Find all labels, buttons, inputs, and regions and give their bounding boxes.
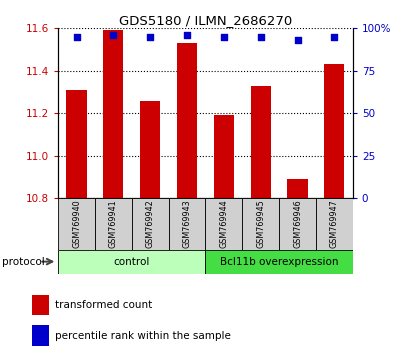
Bar [58,250,205,274]
Point [220,34,227,40]
Title: GDS5180 / ILMN_2686270: GDS5180 / ILMN_2686270 [119,14,292,27]
Bar [168,198,205,250]
Text: GSM769940: GSM769940 [72,200,81,248]
Bar [279,198,316,250]
Point [184,32,190,38]
Bar [214,115,234,198]
Text: control: control [114,257,150,267]
Text: GSM769946: GSM769946 [293,200,302,248]
Bar [251,86,271,198]
Text: GSM769942: GSM769942 [146,200,155,248]
Text: transformed count: transformed count [55,300,152,310]
Point [257,34,264,40]
Bar [177,43,197,198]
Text: Bcl11b overexpression: Bcl11b overexpression [220,257,338,267]
Bar [242,198,279,250]
Text: GSM769947: GSM769947 [330,200,339,248]
Text: GSM769943: GSM769943 [183,200,191,248]
Bar [287,179,308,198]
Bar [32,295,49,315]
Text: percentile rank within the sample: percentile rank within the sample [55,331,231,341]
Point [331,34,338,40]
Bar [103,30,124,198]
Bar [95,198,132,250]
Point [73,34,80,40]
Text: GSM769944: GSM769944 [220,200,228,248]
Point [110,32,117,38]
Point [294,38,301,43]
Bar [316,198,353,250]
Bar [66,90,87,198]
Bar [205,250,353,274]
Bar [132,198,168,250]
Text: GSM769941: GSM769941 [109,200,118,248]
Text: GSM769945: GSM769945 [256,200,265,248]
Text: protocol: protocol [2,257,45,267]
Point [147,34,154,40]
Bar [324,64,344,198]
Bar [140,101,160,198]
Bar [58,198,95,250]
Bar [205,198,242,250]
Bar [32,325,49,346]
